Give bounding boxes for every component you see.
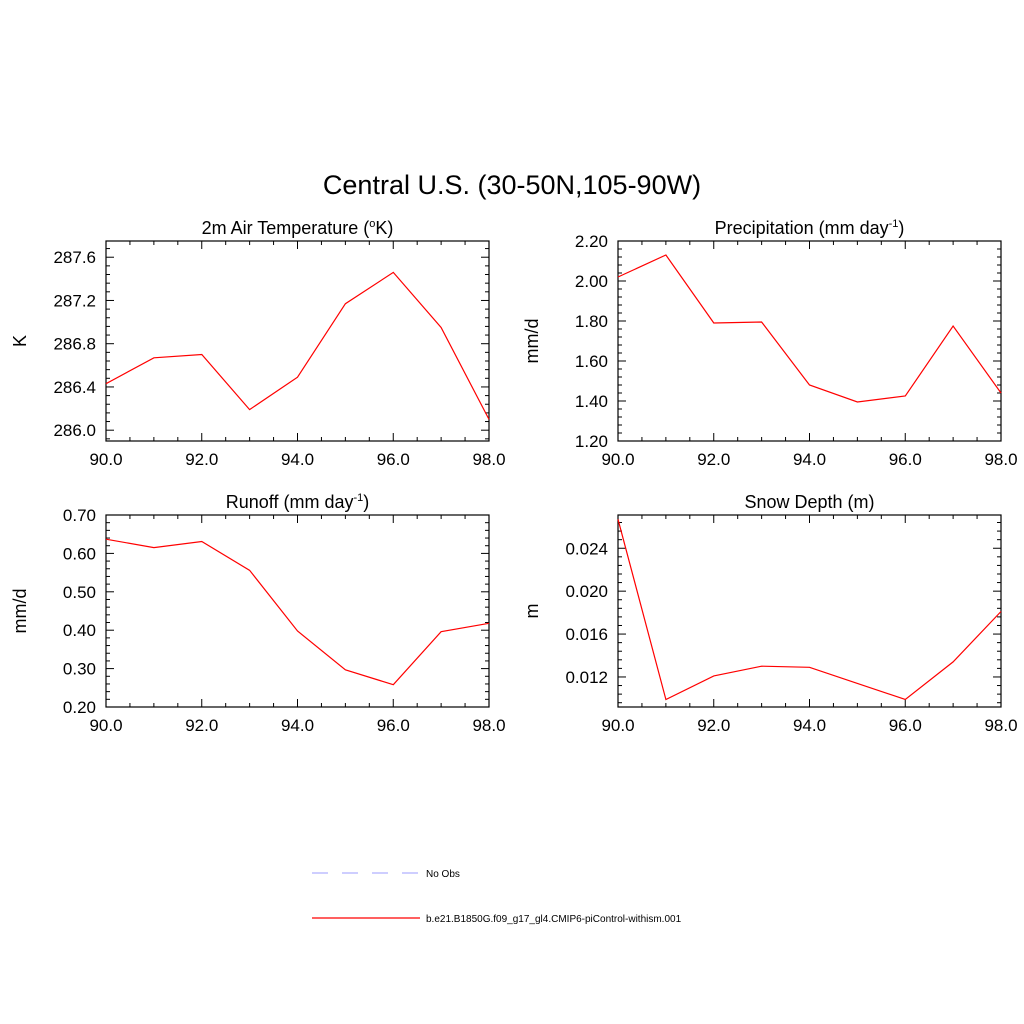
x-tick-label: 98.0 <box>472 716 505 735</box>
x-tick-label: 94.0 <box>281 716 314 735</box>
x-tick-label: 92.0 <box>697 450 730 469</box>
y-axis-label: m <box>522 604 542 619</box>
panel-title: Precipitation (mm day-1) <box>715 218 905 238</box>
panel-title-superscript: -1 <box>889 218 899 230</box>
x-tick-label: 94.0 <box>793 450 826 469</box>
y-tick-label: 287.6 <box>53 248 96 267</box>
legend-item: b.e21.B1850G.f09_g17_gl4.CMIP6-piControl… <box>312 914 682 925</box>
y-tick-label: 1.80 <box>575 312 608 331</box>
x-tick-label: 90.0 <box>601 716 634 735</box>
x-tick-label: 98.0 <box>984 450 1017 469</box>
y-axis-label: K <box>10 335 30 347</box>
y-tick-label: 286.0 <box>53 421 96 440</box>
y-tick-label: 0.016 <box>565 625 608 644</box>
series-line <box>105 271 490 420</box>
y-tick-label: 2.00 <box>575 272 608 291</box>
y-tick-label: 0.60 <box>63 544 96 563</box>
y-tick-label: 1.40 <box>575 392 608 411</box>
y-axis-label: mm/d <box>10 589 30 634</box>
legend: No Obs b.e21.B1850G.f09_g17_gl4.CMIP6-piC… <box>312 869 682 925</box>
x-tick-label: 96.0 <box>889 716 922 735</box>
panel-title-text: 2m Air Temperature ( <box>202 218 370 238</box>
legend-label: b.e21.B1850G.f09_g17_gl4.CMIP6-piControl… <box>426 914 682 925</box>
legend-label: No Obs <box>426 869 460 880</box>
figure-title: Central U.S. (30-50N,105-90W) <box>323 170 701 200</box>
panel-1: 90.0 92.0 94.0 96.0 98.0 286.0 286.4 286.8 287.2… <box>10 218 506 469</box>
y-tick-label: 0.70 <box>63 506 96 525</box>
x-tick-label: 92.0 <box>185 450 218 469</box>
y-tick-label: 0.020 <box>565 582 608 601</box>
x-tick-label: 94.0 <box>793 716 826 735</box>
panel-title-text: Precipitation (mm day <box>715 218 889 238</box>
x-tick-label: 96.0 <box>889 450 922 469</box>
panel-title: Snow Depth (m) <box>744 492 874 512</box>
x-tick-label: 90.0 <box>89 450 122 469</box>
panel-title: Runoff (mm day-1) <box>226 492 370 512</box>
y-tick-label: 287.2 <box>53 291 96 310</box>
y-tick-label: 286.4 <box>53 378 96 397</box>
y-tick-label: 1.60 <box>575 352 608 371</box>
y-tick-label: 0.024 <box>565 539 608 558</box>
y-tick-label: 0.012 <box>565 668 608 687</box>
y-axis-label: mm/d <box>522 319 542 364</box>
panel-title-end: ) <box>898 218 904 238</box>
plot-frame <box>617 514 1002 708</box>
panel-4: 90.0 92.0 94.0 96.0 98.0 0.012 0.016 0.020 0.024… <box>522 492 1018 735</box>
x-tick-label: 98.0 <box>984 716 1017 735</box>
y-tick-label: 1.20 <box>575 432 608 451</box>
x-tick-label: 94.0 <box>281 450 314 469</box>
panel-title-superscript: -1 <box>353 492 363 504</box>
series-line <box>617 254 1002 403</box>
panel-title-text: Snow Depth (m) <box>744 492 874 512</box>
panel-3: 90.0 92.0 94.0 96.0 98.0 0.20 0.30 0.40 0.50 0.60… <box>10 492 506 735</box>
y-tick-label: 286.8 <box>53 335 96 354</box>
panel-title: 2m Air Temperature (oK) <box>202 218 394 238</box>
y-tick-label: 0.20 <box>63 698 96 717</box>
plot-frame <box>105 240 490 442</box>
panel-title-end: ) <box>363 492 369 512</box>
x-tick-label: 96.0 <box>377 716 410 735</box>
panel-title-end: K) <box>375 218 393 238</box>
x-tick-label: 90.0 <box>89 716 122 735</box>
panels: 90.0 92.0 94.0 96.0 98.0 286.0 286.4 286.8 287.2… <box>10 218 1018 735</box>
y-tick-label: 2.20 <box>575 232 608 251</box>
panel-title-text: Runoff (mm day <box>226 492 354 512</box>
panel-title-superscript: o <box>369 218 375 230</box>
series-line <box>105 538 490 686</box>
x-tick-label: 92.0 <box>185 716 218 735</box>
x-tick-label: 98.0 <box>472 450 505 469</box>
panel-2: 90.0 92.0 94.0 96.0 98.0 1.20 1.40 1.60 1.80 2.00… <box>522 218 1018 469</box>
y-tick-label: 0.30 <box>63 660 96 679</box>
series-line <box>617 519 1002 701</box>
legend-item: No Obs <box>312 869 460 880</box>
x-tick-label: 90.0 <box>601 450 634 469</box>
y-tick-label: 0.50 <box>63 583 96 602</box>
x-tick-label: 96.0 <box>377 450 410 469</box>
x-tick-label: 92.0 <box>697 716 730 735</box>
plot-frame <box>105 514 490 708</box>
y-tick-label: 0.40 <box>63 621 96 640</box>
